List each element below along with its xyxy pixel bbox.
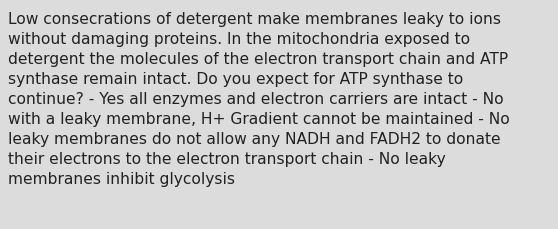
Text: Low consecrations of detergent make membranes leaky to ions
without damaging pro: Low consecrations of detergent make memb…: [8, 12, 510, 186]
